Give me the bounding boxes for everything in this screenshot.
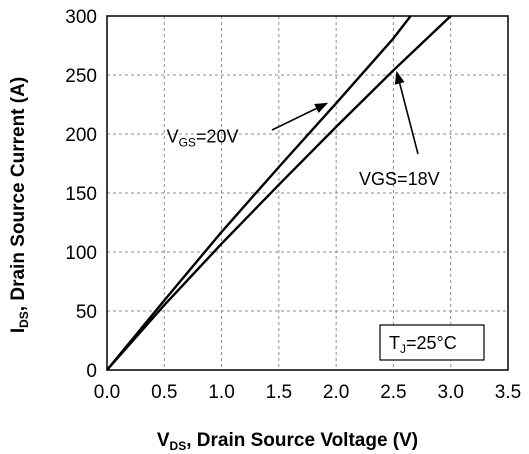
annotations: VGS=20V VGS=18V xyxy=(167,70,440,189)
x-tick-label: 2.0 xyxy=(323,382,349,403)
label-vgs18: VGS=18V xyxy=(359,169,440,189)
y-tick-label: 300 xyxy=(65,7,97,28)
condition-box: TJ=25°C xyxy=(379,324,485,361)
series-line-0 xyxy=(106,15,412,371)
x-tick-label: 3.5 xyxy=(495,382,521,403)
arrow-vgs18 xyxy=(398,83,419,155)
x-tick-label: 2.5 xyxy=(380,382,406,403)
x-tick-label: 1.5 xyxy=(266,382,292,403)
y-tick-label: 250 xyxy=(65,66,97,87)
grid-lines xyxy=(107,16,508,370)
series-layer xyxy=(106,15,452,371)
label-vgs20: VGS=20V xyxy=(167,126,239,149)
condition-box-frame xyxy=(379,324,485,361)
arrow-head-vgs18 xyxy=(394,70,405,85)
y-axis-title: IDS, Drain Source Current (A) xyxy=(8,77,31,333)
y-tick-label: 50 xyxy=(76,302,97,323)
series-line-1 xyxy=(106,15,452,371)
arrow-vgs20 xyxy=(271,107,317,131)
plot-frame xyxy=(106,15,509,371)
y-tick-label: 150 xyxy=(65,184,97,205)
x-axis-title: VDS, Drain Source Voltage (V) xyxy=(157,430,418,453)
y-tick-label: 100 xyxy=(65,243,97,264)
arrow-head-vgs20 xyxy=(314,102,329,113)
x-tick-label: 0.0 xyxy=(94,382,120,403)
condition-label: TJ=25°C xyxy=(389,333,457,356)
x-tick-label: 3.0 xyxy=(438,382,464,403)
y-tick-label: 0 xyxy=(86,361,97,382)
y-tick-label: 200 xyxy=(65,125,97,146)
x-tick-labels: 0.0 0.5 1.0 1.5 2.0 2.5 3.0 3.5 xyxy=(94,382,521,403)
x-tick-label: 0.5 xyxy=(151,382,177,403)
y-tick-labels: 0 50 100 150 200 250 300 xyxy=(65,7,97,382)
x-tick-label: 1.0 xyxy=(208,382,234,403)
